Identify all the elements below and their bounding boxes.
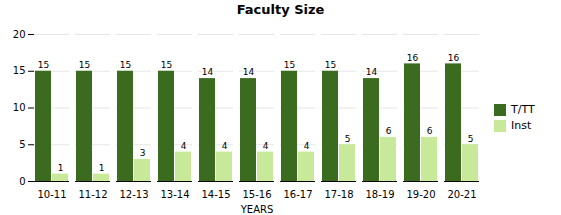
svg-text:15: 15 [79,60,90,70]
svg-text:12-13: 12-13 [119,189,148,200]
svg-text:0: 0 [19,176,25,187]
svg-text:4: 4 [304,141,310,151]
svg-text:10-11: 10-11 [37,189,66,200]
svg-text:YEARS: YEARS [240,204,274,215]
svg-text:3: 3 [140,148,146,158]
svg-text:20-21: 20-21 [447,189,476,200]
svg-text:14-15: 14-15 [201,189,230,200]
svg-text:6: 6 [386,126,392,136]
svg-text:15-16: 15-16 [242,189,271,200]
svg-text:15: 15 [13,65,26,76]
svg-text:1: 1 [58,163,64,173]
svg-text:16-17: 16-17 [283,189,312,200]
svg-text:11-12: 11-12 [78,189,107,200]
svg-text:4: 4 [222,141,228,151]
svg-text:15: 15 [161,60,172,70]
svg-text:5: 5 [19,139,25,150]
svg-text:5: 5 [345,134,351,144]
svg-text:10: 10 [13,102,26,113]
svg-text:13-14: 13-14 [160,189,189,200]
svg-text:14: 14 [202,67,214,77]
svg-text:18-19: 18-19 [365,189,394,200]
svg-text:16: 16 [448,53,460,63]
svg-text:4: 4 [181,141,187,151]
svg-text:15: 15 [120,60,131,70]
svg-text:20: 20 [13,29,26,40]
html-text:Faculty Size: Faculty Size [236,2,325,17]
svg-text:15: 15 [38,60,49,70]
svg-text:1: 1 [99,163,105,173]
svg-text:4: 4 [263,141,269,151]
svg-text:16: 16 [407,53,419,63]
html-text:Inst: Inst [511,119,532,132]
svg-text:15: 15 [325,60,336,70]
svg-text:17-18: 17-18 [324,189,353,200]
svg-text:6: 6 [427,126,433,136]
svg-text:14: 14 [366,67,378,77]
svg-text:5: 5 [468,134,474,144]
html-text:T/TT: T/TT [511,103,535,116]
svg-text:19-20: 19-20 [406,189,435,200]
svg-text:14: 14 [243,67,255,77]
svg-text:15: 15 [284,60,295,70]
